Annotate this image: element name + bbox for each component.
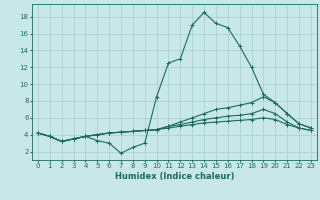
X-axis label: Humidex (Indice chaleur): Humidex (Indice chaleur)	[115, 172, 234, 181]
